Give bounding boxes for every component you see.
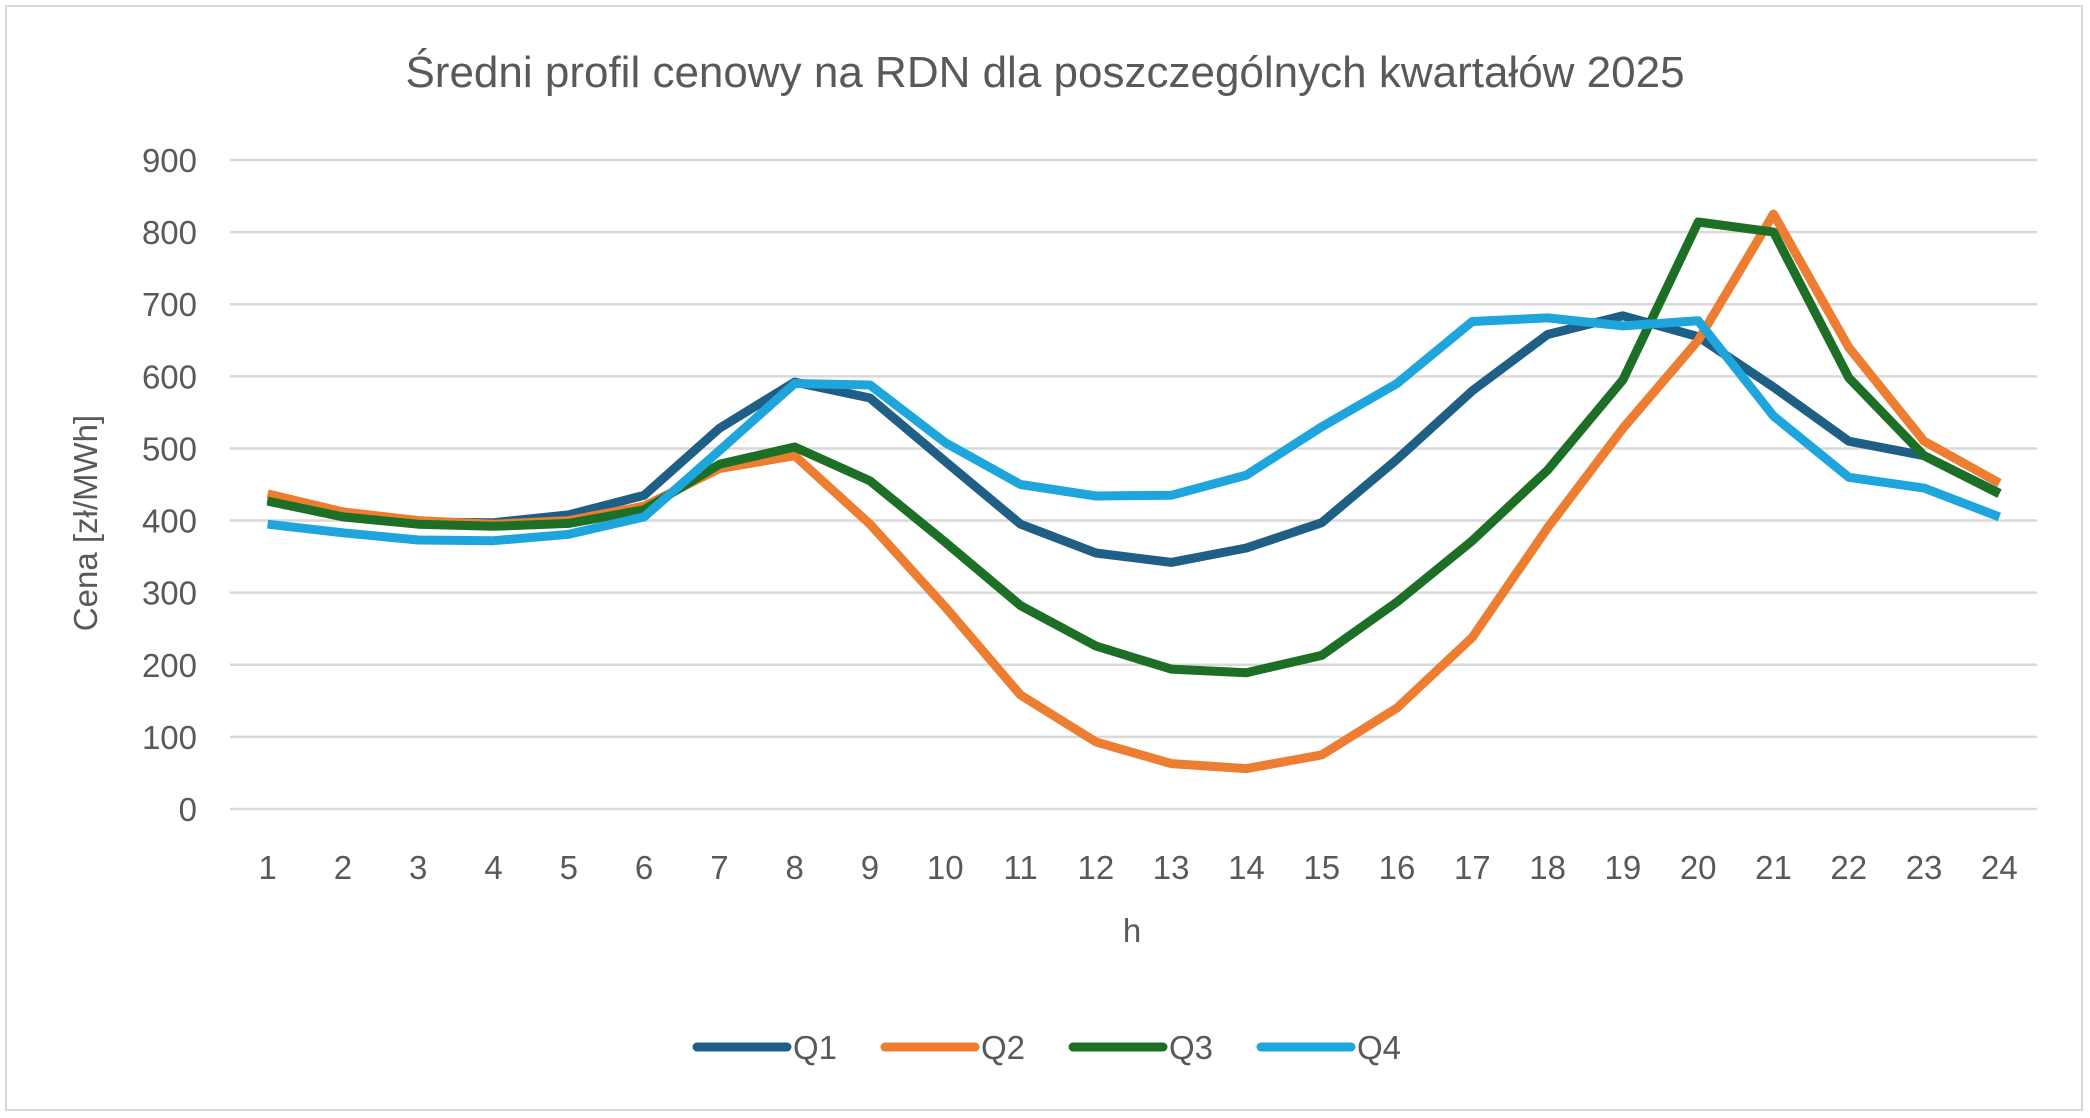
legend-label: Q4 <box>1357 1029 1401 1066</box>
y-tick-label: 200 <box>142 647 197 684</box>
x-tick-label: 18 <box>1529 849 1566 886</box>
y-tick-label: 100 <box>142 719 197 756</box>
line-chart: Średni profil cenowy na RDN dla poszczeg… <box>67 46 2037 1066</box>
x-tick-label: 14 <box>1228 849 1265 886</box>
x-tick-label: 19 <box>1605 849 1642 886</box>
x-tick-label: 1 <box>258 849 276 886</box>
series-line-q1 <box>266 311 2002 567</box>
y-tick-label: 800 <box>142 214 197 251</box>
x-tick-label: 2 <box>334 849 352 886</box>
chart-title: Średni profil cenowy na RDN dla poszczeg… <box>405 46 1684 97</box>
y-tick-label: 500 <box>142 430 197 467</box>
legend-item-q1[interactable]: Q1 <box>692 1029 837 1066</box>
legend-item-q4[interactable]: Q4 <box>1256 1029 1401 1066</box>
y-tick-label: 0 <box>179 791 197 828</box>
x-tick-label: 7 <box>710 849 728 886</box>
legend-item-q2[interactable]: Q2 <box>880 1029 1025 1066</box>
x-tick-label: 11 <box>1003 849 1037 886</box>
series-line-q4 <box>267 313 2002 546</box>
x-tick-label: 16 <box>1379 849 1416 886</box>
legend-item-q3[interactable]: Q3 <box>1068 1029 1213 1066</box>
x-tick-label: 8 <box>786 849 804 886</box>
legend-label: Q2 <box>981 1029 1025 1066</box>
x-tick-label: 22 <box>1830 849 1867 886</box>
x-axis-label: h <box>1123 912 1141 949</box>
x-tick-label: 20 <box>1680 849 1717 886</box>
x-tick-label: 24 <box>1981 849 2018 886</box>
x-tick-label: 17 <box>1454 849 1491 886</box>
y-tick-label: 900 <box>142 142 197 179</box>
series-lines <box>266 209 2002 774</box>
x-axis-ticks: 1 2 3 4 5 6 7 8 9 10 11 12 13 14 15 16 17 18 19 20 21 22 23 24 <box>258 849 2017 886</box>
x-tick-label: 13 <box>1153 849 1190 886</box>
y-axis-label: Cena [zł/MWh] <box>67 415 104 631</box>
y-axis-ticks: 0 100 200 300 400 500 600 700 800 900 <box>142 142 197 828</box>
y-tick-label: 400 <box>142 503 197 540</box>
x-tick-label: 6 <box>635 849 653 886</box>
x-tick-label: 15 <box>1303 849 1340 886</box>
x-tick-label: 23 <box>1906 849 1943 886</box>
x-tick-label: 4 <box>484 849 502 886</box>
gridlines <box>230 158 2037 811</box>
x-tick-label: 21 <box>1755 849 1792 886</box>
legend[interactable]: Q1 Q2 Q3 Q4 <box>692 1029 1401 1066</box>
chart-frame: Średni profil cenowy na RDN dla poszczeg… <box>5 5 2083 1111</box>
y-tick-label: 300 <box>142 575 197 612</box>
x-tick-label: 9 <box>861 849 879 886</box>
x-tick-label: 5 <box>560 849 578 886</box>
series-line-q3 <box>266 217 2002 678</box>
y-tick-label: 700 <box>142 286 197 323</box>
x-tick-label: 10 <box>927 849 964 886</box>
legend-label: Q1 <box>793 1029 837 1066</box>
y-tick-label: 600 <box>142 358 197 395</box>
x-tick-label: 3 <box>409 849 427 886</box>
x-tick-label: 12 <box>1077 849 1114 886</box>
legend-label: Q3 <box>1169 1029 1213 1066</box>
